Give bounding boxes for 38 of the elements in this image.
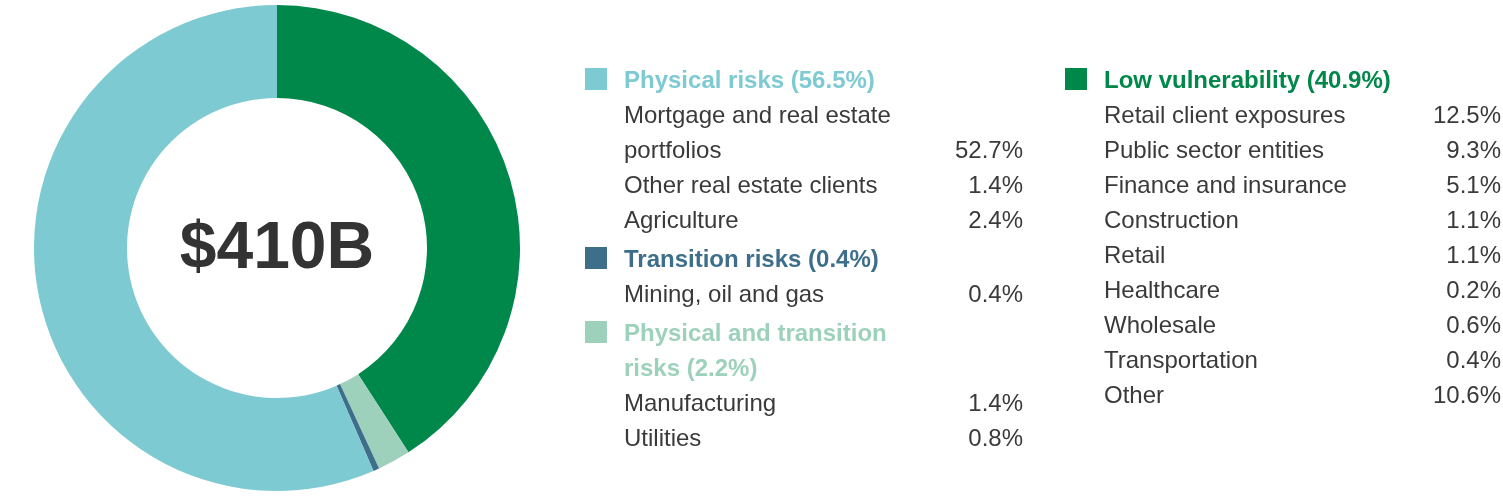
text: 0.4% [968, 279, 1023, 309]
text: Transportation [1104, 345, 1259, 375]
legend-label: Physical and transition risks (2.2%) [624, 318, 888, 383]
text: Retail [1104, 240, 1167, 270]
text: Agriculture [624, 205, 740, 235]
text: 52.7% [954, 135, 1023, 165]
text: Public sector entities [1104, 135, 1326, 165]
text: 0.4% [1446, 345, 1501, 375]
legend-label: Transition risks (0.4%) [624, 244, 879, 274]
text: 0.2% [1446, 275, 1501, 305]
text: Manufacturing [624, 388, 778, 418]
text: 9.3% [1446, 135, 1501, 165]
text: Finance and insurance [1104, 170, 1348, 200]
text: 12.5% [1432, 100, 1501, 130]
donut-slice [340, 374, 409, 469]
text: 1.4% [968, 388, 1023, 418]
text: 0.6% [1446, 310, 1501, 340]
text: Mortgage and real estate portfolios [624, 100, 892, 165]
text: 2.4% [968, 205, 1023, 235]
text: 5.1% [1446, 170, 1501, 200]
text: 0.8% [968, 423, 1023, 453]
text: 1.1% [1446, 205, 1501, 235]
donut-slice [336, 384, 380, 472]
text: Retail client exposures [1104, 100, 1347, 130]
text: Healthcare [1104, 275, 1222, 305]
text: 1.1% [1446, 240, 1501, 270]
text: 10.6% [1432, 380, 1501, 410]
legend-label: Physical risks (56.5%) [624, 65, 875, 95]
text: Wholesale [1104, 310, 1218, 340]
text: Other real estate clients [624, 170, 879, 200]
text: 1.4% [968, 170, 1023, 200]
donut-slice [34, 5, 374, 491]
text: Utilities [624, 423, 703, 453]
legend-label: Low vulnerability (40.9%) [1104, 65, 1391, 95]
text: Other [1104, 380, 1166, 410]
text: Mining, oil and gas [624, 279, 826, 309]
text: $410B [179, 208, 375, 282]
text: Construction [1104, 205, 1240, 235]
